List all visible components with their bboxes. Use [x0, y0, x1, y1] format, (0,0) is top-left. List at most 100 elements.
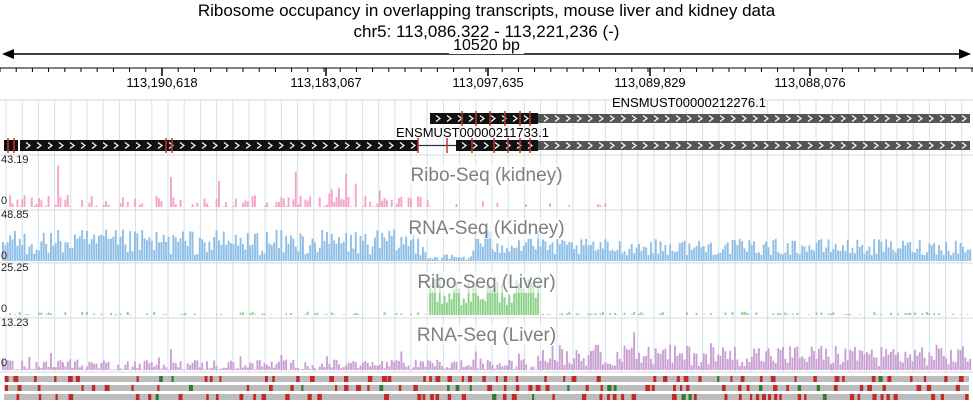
track4-coverage-bar: [297, 368, 300, 370]
track1-coverage-bar: [40, 200, 43, 207]
track2-coverage-bar: [299, 233, 302, 261]
track1-coverage-bar: [88, 202, 91, 207]
track2-coverage-bar: [628, 248, 631, 261]
track4-coverage-bar: [309, 368, 312, 370]
track3-coverage-bar: [542, 314, 544, 315]
track2-coverage-bar: [938, 245, 940, 261]
track2-coverage-bar: [544, 241, 547, 261]
track2-coverage-bar: [868, 246, 871, 261]
track4-coverage-bar: [782, 347, 784, 370]
track2-coverage-bar: [654, 239, 657, 261]
track4-coverage-bar: [611, 365, 614, 370]
track4-coverage-bar: [81, 365, 84, 370]
transcript1-chevron: [895, 115, 901, 122]
transcript1-chevron: [468, 115, 474, 122]
track2-coverage-bar: [527, 238, 530, 261]
transcript2-chevron: [410, 142, 416, 149]
track2-coverage-bar: [429, 258, 432, 261]
track2-coverage-bar: [378, 247, 381, 261]
transcript1-chevron: [906, 115, 912, 122]
tick-label-3: 113,097,635: [452, 75, 524, 90]
frame3-codon-mark: [612, 394, 617, 400]
track4-coverage-bar: [179, 361, 182, 370]
frame1-codon-mark: [309, 376, 315, 382]
track4-coverage-bar: [693, 353, 696, 370]
track1-coverage-bar: [35, 203, 38, 207]
track2-coverage-bar: [554, 254, 556, 261]
frame1-codon-mark: [887, 376, 892, 382]
transcript2-chevron: [190, 142, 196, 149]
track2-coverage-bar: [14, 231, 16, 261]
track4-coverage-bar: [959, 350, 962, 370]
track4-coverage-bar: [203, 369, 206, 370]
track2-coverage-bar: [357, 253, 360, 261]
frame2-codon-mark: [797, 385, 802, 391]
track3-coverage-bar: [342, 314, 345, 315]
track4-coverage-bar: [592, 350, 595, 370]
track4-coverage-bar: [774, 363, 777, 370]
track2-coverage-bar: [436, 257, 439, 261]
track2-coverage-bar: [297, 251, 300, 261]
track4-coverage-bar: [467, 364, 470, 370]
track2-coverage-bar: [933, 242, 936, 261]
track4-coverage-bar: [318, 366, 321, 370]
track2-coverage-bar: [590, 245, 592, 261]
track2-coverage-bar: [563, 240, 566, 261]
track2-coverage-bar: [945, 242, 948, 261]
track4-coverage-bar: [105, 362, 108, 370]
frame3-codon-mark: [148, 394, 152, 400]
track2-coverage-bar: [88, 243, 91, 261]
track2-coverage-bar: [940, 250, 943, 261]
track4-coverage-bar: [273, 367, 276, 370]
track2-coverage-bar: [580, 239, 583, 261]
track4-coverage-bar: [489, 361, 492, 370]
track2-coverage-bar: [486, 231, 489, 261]
track2-coverage-bar: [153, 249, 156, 261]
track2-coverage-bar: [789, 254, 792, 261]
frame3-codon-mark: [261, 394, 266, 400]
track4-coverage-bar: [789, 346, 792, 370]
frame1-codon-mark: [563, 376, 566, 382]
frame1-codon-mark: [495, 376, 498, 382]
track2-coverage-bar: [849, 252, 852, 261]
frame3-codon-mark: [599, 394, 603, 400]
track1-coverage-bar: [160, 200, 163, 207]
frame3-codon-mark: [206, 394, 209, 400]
frame2-codon-mark: [721, 385, 726, 391]
transcript1-chevron: [763, 115, 769, 122]
transcript1-chevron: [479, 115, 485, 122]
transcript1-chevron: [675, 115, 681, 122]
tick-label-5: 113,088,076: [774, 75, 846, 90]
track3-coverage-bar: [290, 313, 292, 315]
track4-coverage-bar: [748, 362, 751, 370]
transcript1-chevron: [554, 115, 560, 122]
track4-coverage-bar: [460, 360, 463, 370]
track2-coverage-bar: [42, 232, 45, 261]
frame2-codon-mark: [758, 385, 763, 391]
track2-coverage-bar: [880, 242, 883, 261]
track1-coverage-bar: [345, 174, 348, 207]
track3-coverage-bar: [952, 313, 955, 315]
track2-coverage-bar: [230, 243, 232, 261]
track1-coverage-bar: [33, 205, 36, 207]
transcript2-chevron: [36, 142, 42, 149]
track4-coverage-bar: [18, 369, 21, 370]
track2-coverage-bar: [83, 238, 86, 261]
track1-coverage-bar: [304, 199, 307, 207]
track2-coverage-bar: [662, 251, 664, 261]
track4-coverage-bar: [124, 364, 127, 370]
track4-coverage-bar: [731, 359, 734, 370]
track3-coverage-bar: [858, 314, 861, 315]
transcript2-chevron: [355, 142, 361, 149]
track4-coverage-bar: [501, 366, 504, 370]
track4-coverage-bar: [830, 363, 832, 370]
track2-coverage-bar: [9, 235, 12, 261]
track3-coverage-bar: [450, 299, 453, 315]
track4-coverage-bar: [719, 355, 722, 370]
track4-coverage-bar: [294, 367, 297, 370]
track4-coverage-bar: [767, 348, 770, 370]
track4-coverage-bar: [890, 351, 892, 370]
track4-coverage-bar: [23, 366, 26, 370]
track2-coverage-bar: [683, 240, 686, 261]
track1-coverage-bar: [9, 195, 12, 207]
